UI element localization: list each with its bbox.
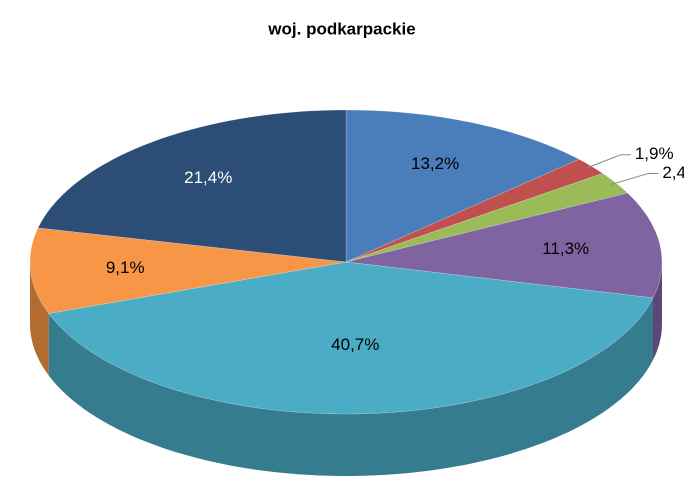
slice-side [48, 297, 653, 476]
leader-line [610, 173, 659, 186]
slice [29, 227, 347, 314]
chart-title: woj. podkarpackie [267, 19, 415, 38]
data-label: 1,9% [635, 144, 674, 163]
data-label: 11,3% [542, 239, 589, 258]
slice-side [653, 262, 662, 360]
slice [37, 109, 347, 263]
leader-line [586, 154, 631, 169]
data-label: 40,7% [331, 335, 379, 354]
slice [48, 261, 654, 415]
data-label: 9,1% [106, 258, 145, 277]
slice [345, 109, 580, 263]
data-label: 2,4% [662, 163, 684, 182]
data-label: 13,2% [411, 154, 459, 173]
slice [345, 192, 663, 299]
data-label: 21,4% [184, 168, 232, 187]
slice-side [30, 262, 49, 376]
